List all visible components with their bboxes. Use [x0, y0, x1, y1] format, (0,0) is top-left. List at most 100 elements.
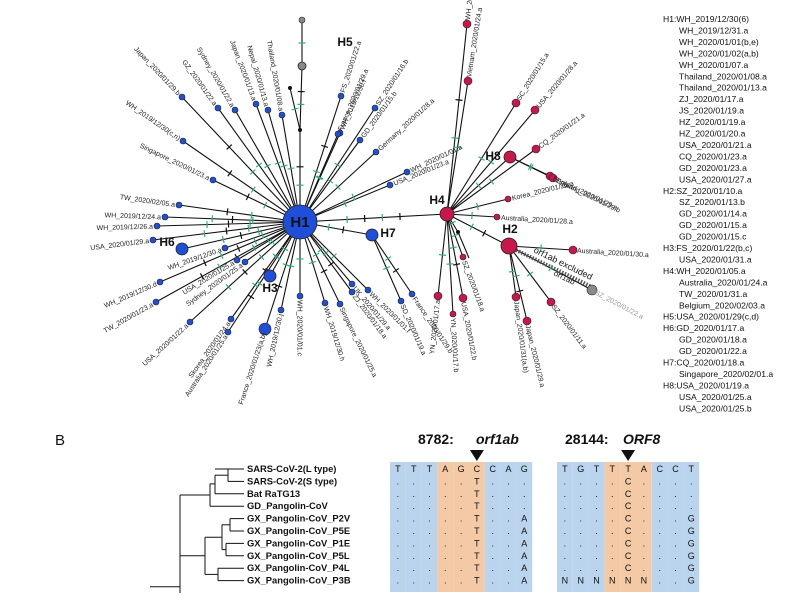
tip-node [434, 292, 442, 300]
legend-line: H8:USA_2020/01/19.a [663, 380, 749, 390]
base-cell: . [579, 538, 582, 548]
legend-line: ZJ_2020/01/17.a [679, 94, 744, 104]
base-cell: . [611, 501, 614, 511]
tip-node [365, 287, 371, 293]
base-cell: N [593, 576, 600, 586]
edge-h5chain-b [300, 66, 302, 130]
base-cell: . [491, 526, 494, 536]
legend-line: Australia_2020/01/24.a [679, 277, 768, 287]
base-cell: . [643, 476, 646, 486]
tip-node [157, 279, 163, 285]
legend-line: USA_2020/01/25.a [679, 392, 752, 402]
edge-to-tip [372, 235, 412, 294]
base-cell: . [658, 563, 661, 573]
tip-node [569, 246, 577, 254]
base-cell: . [643, 489, 646, 499]
base-cell: . [444, 526, 447, 536]
legend-line: USA_2020/01/27.a [679, 174, 752, 184]
base-cell: . [491, 538, 494, 548]
base-cell: . [428, 563, 431, 573]
base-cell: G [688, 551, 695, 561]
base-cell: . [412, 526, 415, 536]
hub-label-h6: H6 [159, 235, 175, 249]
base-cell: T [474, 514, 480, 524]
base-cell: . [460, 476, 463, 486]
base-cell: . [674, 489, 677, 499]
hub-node-h5 [298, 62, 306, 70]
legend-line: USA_2020/01/25.b [679, 403, 752, 413]
base-cell: . [412, 476, 415, 486]
legend-line: WH_2020/01/02(a,b) [679, 48, 759, 58]
base-cell: C [656, 464, 663, 474]
base-cell: . [412, 563, 415, 573]
base-cell: . [412, 551, 415, 561]
tip-node [153, 299, 159, 305]
base-cell: . [658, 514, 661, 524]
base-cell: G [688, 563, 695, 573]
hub-label-h8: H8 [485, 149, 501, 163]
base-cell: . [564, 538, 567, 548]
base-cell: . [428, 538, 431, 548]
base-cell: . [564, 514, 567, 524]
tip-label: Australia_2020/01/25.a [184, 334, 229, 398]
tip-node [322, 300, 328, 306]
base-cell: A [521, 576, 527, 586]
base-cell: C [474, 464, 481, 474]
base-cell: T [689, 464, 695, 474]
base-cell: . [428, 514, 431, 524]
base-cell: . [428, 526, 431, 536]
base-cell: . [564, 563, 567, 573]
base-cell: C [625, 551, 632, 561]
mutation-tick [204, 230, 205, 237]
base-cell: . [428, 501, 431, 511]
base-cell: T [474, 576, 480, 586]
base-cell: . [428, 576, 431, 586]
legend-line: H7:CQ_2020/01/18.a [663, 358, 744, 368]
base-cell: . [690, 476, 693, 486]
base-cell: A [521, 551, 527, 561]
mutation-tick [258, 228, 260, 235]
legend-line: GD_2020/01/18.a [679, 335, 747, 345]
base-cell: . [674, 514, 677, 524]
base-cell: C [625, 501, 632, 511]
tip-label: SZ_2020/01/11.a [550, 304, 588, 351]
mutation-tick [227, 208, 228, 215]
legend-line: H2:SZ_2020/01/10.a [663, 186, 743, 196]
base-cell: . [491, 476, 494, 486]
hub-label-h1: H1 [290, 214, 309, 231]
base-cell: . [412, 514, 415, 524]
tip-label: SZ_2020/01/22.a [593, 290, 644, 321]
tip-node [215, 105, 221, 111]
mutation-tick [489, 179, 493, 185]
taxon-name: GX_Pangolin-CoV_P3B [247, 575, 351, 586]
median-vector [288, 86, 292, 90]
base-cell: . [428, 551, 431, 561]
mutation-tick [393, 268, 399, 272]
base-cell: T [562, 464, 568, 474]
tip-node [154, 223, 160, 229]
mutation-tick [477, 203, 479, 210]
base-cell: . [595, 501, 598, 511]
base-cell: . [579, 563, 582, 573]
base-cell: . [564, 476, 567, 486]
legend-line: SZ_2020/01/13.b [679, 197, 745, 207]
base-cell: T [474, 538, 480, 548]
base-cell: . [643, 526, 646, 536]
base-cell: G [688, 576, 695, 586]
tip-label: TW_2020/02/05.a [119, 194, 175, 209]
tip-node [278, 307, 284, 313]
mutation-tick [328, 224, 329, 231]
base-cell: . [460, 551, 463, 561]
base-cell: . [564, 526, 567, 536]
base-cell: N [562, 576, 569, 586]
base-cell: . [579, 526, 582, 536]
base-cell: . [674, 526, 677, 536]
base-cell: . [595, 538, 598, 548]
tip-node [349, 281, 355, 287]
base-cell: . [658, 476, 661, 486]
tip-node [505, 196, 511, 202]
taxon-name: GX_Pangolin-CoV_P5E [247, 525, 350, 536]
tip-node [180, 138, 186, 144]
base-cell: G [521, 464, 528, 474]
